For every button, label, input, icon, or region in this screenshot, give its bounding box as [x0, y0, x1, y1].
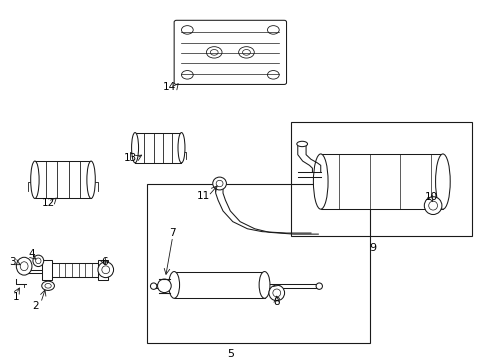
- Ellipse shape: [178, 132, 185, 163]
- Text: 8: 8: [273, 297, 280, 307]
- Text: 4: 4: [28, 249, 35, 260]
- Bar: [174, 271, 265, 298]
- Ellipse shape: [316, 283, 322, 289]
- Bar: [292, 122, 472, 236]
- Bar: [98, 260, 108, 280]
- Ellipse shape: [213, 177, 226, 190]
- Ellipse shape: [269, 285, 285, 301]
- Ellipse shape: [16, 257, 32, 275]
- Text: 5: 5: [227, 348, 234, 359]
- Bar: [135, 132, 181, 163]
- Ellipse shape: [33, 255, 44, 266]
- Ellipse shape: [259, 271, 270, 298]
- Ellipse shape: [87, 161, 95, 198]
- Text: 3: 3: [10, 257, 16, 266]
- Ellipse shape: [436, 154, 450, 209]
- Text: 13: 13: [123, 153, 137, 163]
- Text: 7: 7: [170, 228, 176, 238]
- Bar: [42, 260, 52, 280]
- Text: 1: 1: [13, 292, 20, 302]
- Bar: [321, 154, 443, 209]
- Ellipse shape: [314, 154, 328, 209]
- FancyBboxPatch shape: [174, 20, 287, 85]
- Ellipse shape: [424, 197, 442, 215]
- Ellipse shape: [31, 161, 39, 198]
- Bar: [35, 161, 91, 198]
- Bar: [147, 184, 369, 343]
- Ellipse shape: [150, 283, 157, 289]
- Text: 12: 12: [42, 198, 55, 208]
- Ellipse shape: [169, 271, 179, 298]
- Ellipse shape: [297, 141, 308, 147]
- Ellipse shape: [132, 132, 139, 163]
- Ellipse shape: [42, 281, 54, 291]
- Text: 14: 14: [163, 82, 176, 92]
- Ellipse shape: [158, 279, 171, 293]
- Text: 2: 2: [32, 301, 39, 311]
- Text: 10: 10: [425, 192, 438, 202]
- Text: 6: 6: [101, 257, 108, 266]
- Text: 9: 9: [369, 243, 377, 253]
- Text: 11: 11: [197, 191, 210, 201]
- Ellipse shape: [98, 262, 114, 278]
